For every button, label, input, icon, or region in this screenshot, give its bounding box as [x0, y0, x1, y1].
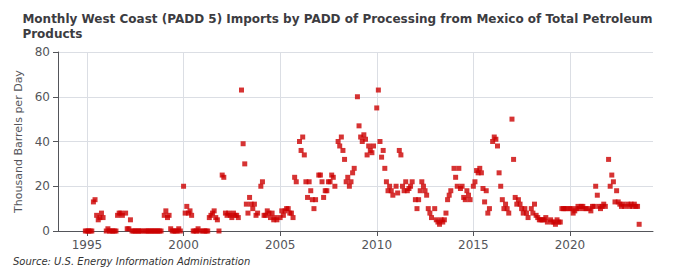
svg-text:2010: 2010 [361, 238, 392, 252]
svg-text:2005: 2005 [265, 238, 296, 252]
svg-text:0: 0 [42, 224, 50, 238]
svg-text:1995: 1995 [72, 238, 103, 252]
svg-text:60: 60 [35, 90, 50, 104]
svg-text:Monthly West Coast (PADD 5) Im: Monthly West Coast (PADD 5) Imports by P… [22, 12, 652, 26]
svg-text:40: 40 [35, 135, 50, 149]
svg-text:Thousand Barrels per Day: Thousand Barrels per Day [12, 70, 25, 214]
svg-text:2000: 2000 [168, 238, 199, 252]
svg-text:Source: U.S. Energy Informatio: Source: U.S. Energy Information Administ… [13, 256, 250, 267]
svg-text:Products: Products [22, 27, 82, 41]
svg-text:2015: 2015 [458, 238, 489, 252]
svg-text:20: 20 [35, 179, 50, 193]
svg-text:2020: 2020 [555, 238, 586, 252]
svg-text:80: 80 [35, 45, 50, 59]
